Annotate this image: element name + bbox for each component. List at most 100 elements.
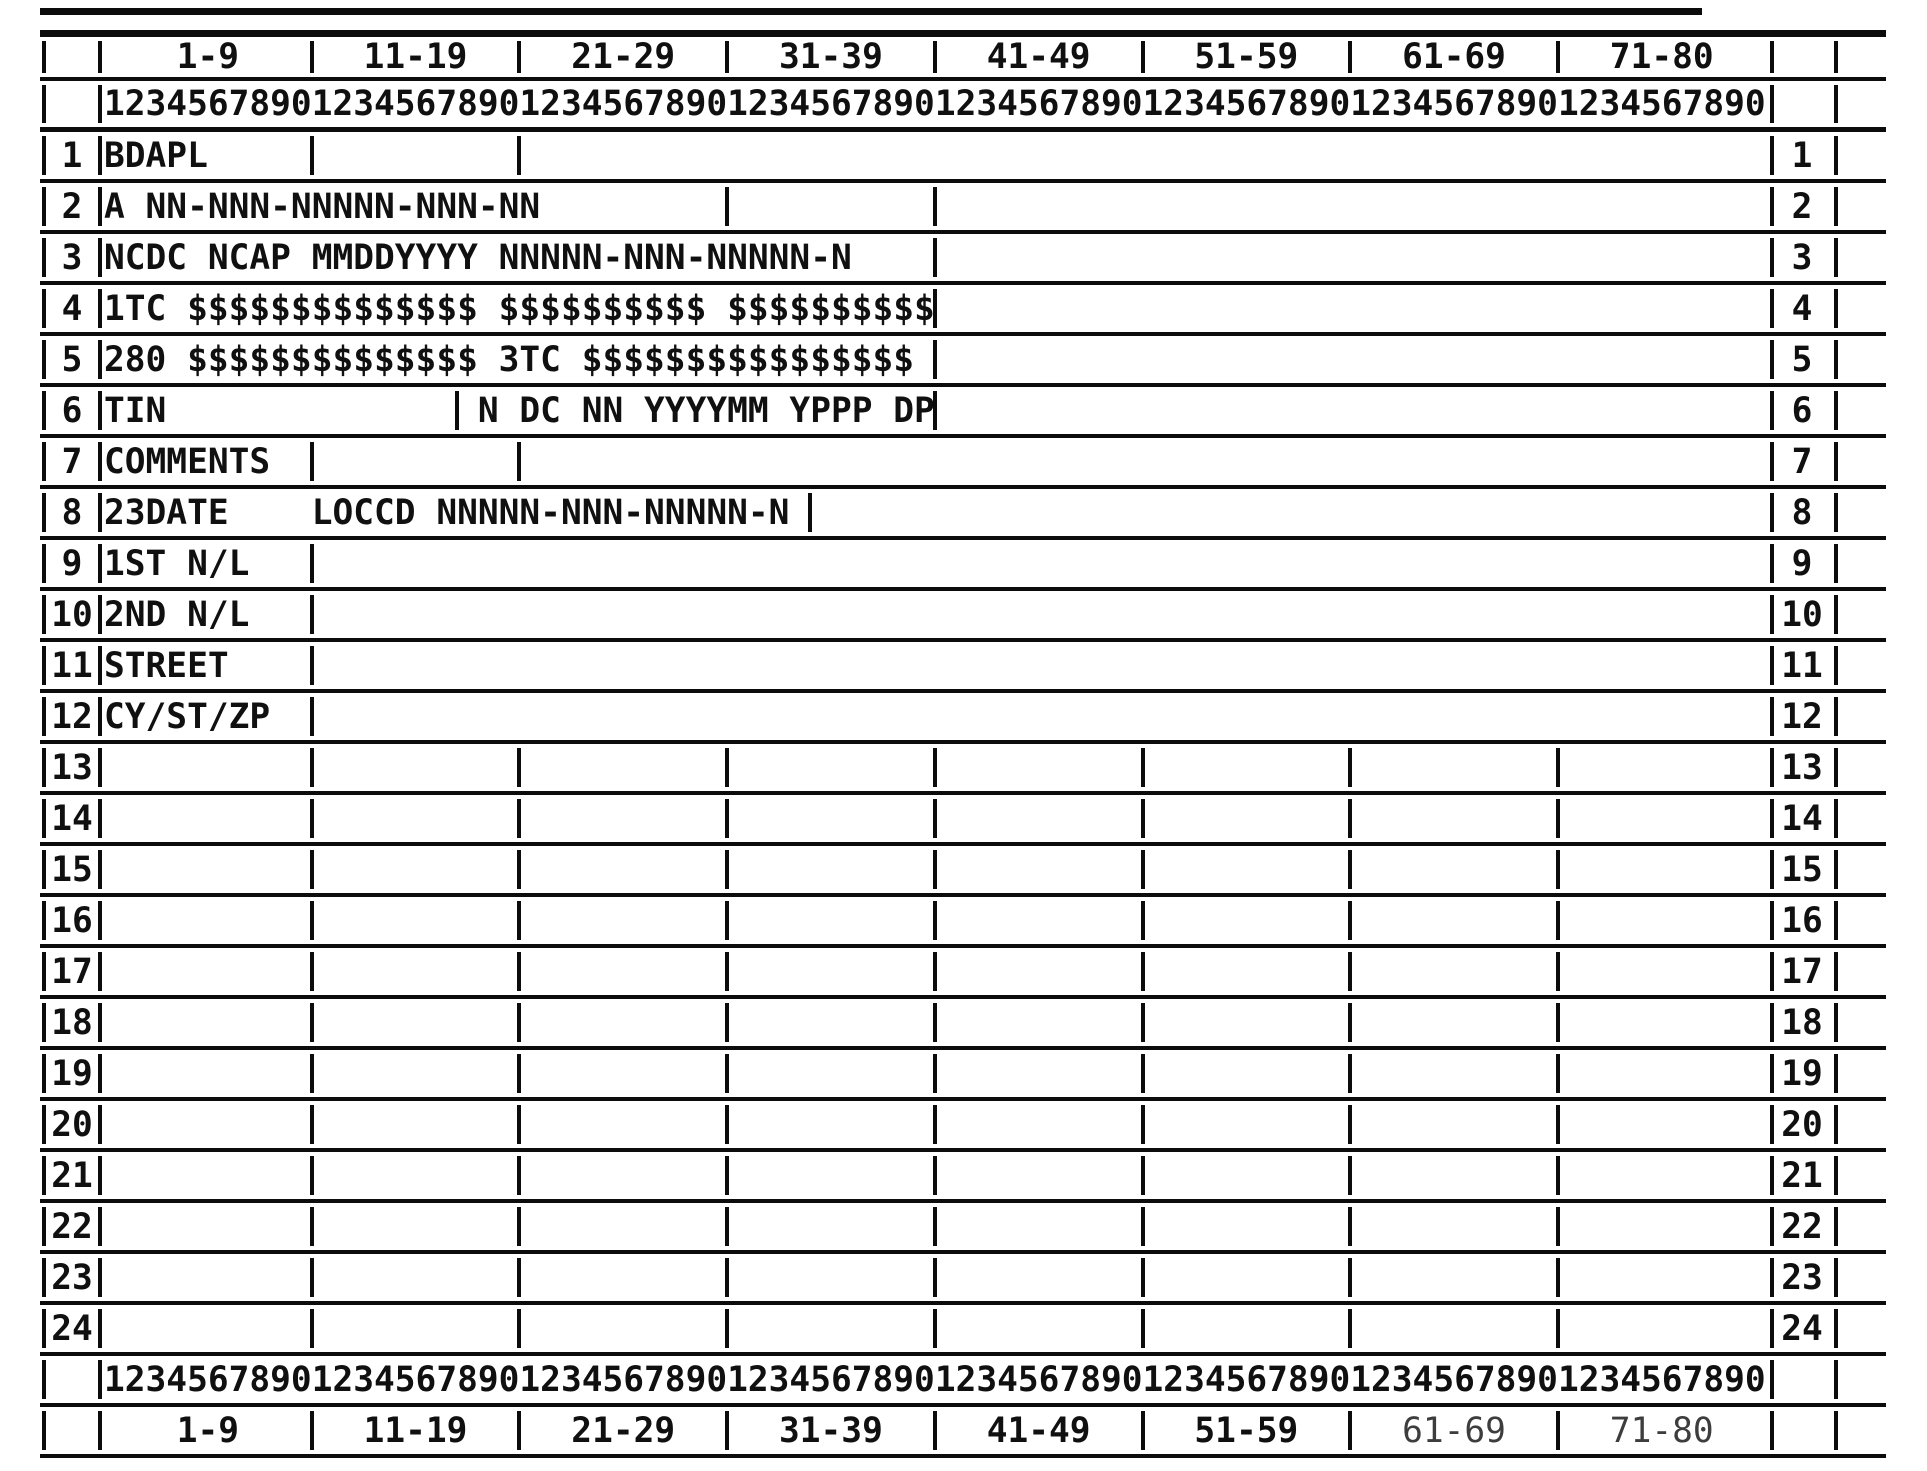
row-right-border	[1834, 799, 1838, 838]
row-number-right: 3	[1791, 237, 1813, 278]
column-separator-tick	[517, 1207, 522, 1246]
row-left-border	[42, 1054, 46, 1093]
row-left-border	[42, 238, 46, 277]
column-separator-tick	[932, 952, 937, 991]
row-field-text: 1TC $$$$$$$$$$$$$$ $$$$$$$$$$ $$$$$$$$$$	[104, 288, 935, 329]
row-number-right-separator	[1770, 1207, 1774, 1246]
column-separator-tick	[932, 1207, 937, 1246]
column-separator-tick	[932, 1258, 937, 1297]
row-field-text: 280 $$$$$$$$$$$$$$ 3TC $$$$$$$$$$$$$$$$	[104, 339, 915, 380]
row-right-border	[1834, 187, 1838, 226]
row-number-left-separator	[98, 544, 102, 583]
column-separator-tick	[725, 850, 730, 889]
row-number-left: 5	[61, 339, 83, 380]
row-right-border	[1834, 850, 1838, 889]
column-separator-tick	[725, 901, 730, 940]
row-number-right-separator	[1770, 697, 1774, 736]
column-separator-tick	[1555, 1309, 1560, 1348]
row-field-text: COMMENTS	[104, 441, 271, 482]
column-separator-tick	[1140, 748, 1145, 787]
grid-row: 6 TIN N DC NN YYYYMM YPPP DP 6	[40, 387, 1886, 438]
column-separator-tick	[1140, 1105, 1145, 1144]
row-number-right-separator	[1770, 1156, 1774, 1195]
column-separator-tick	[309, 1411, 314, 1450]
column-separator-tick	[517, 442, 522, 481]
row-number-right-separator	[1770, 952, 1774, 991]
row-left-border	[42, 1207, 46, 1246]
ruler-left-border	[42, 1360, 46, 1399]
row-number-left-separator	[98, 850, 102, 889]
page-top-rule	[40, 8, 1702, 15]
column-separator-tick	[932, 289, 937, 328]
column-separator-tick	[725, 1207, 730, 1246]
row-number-right: 7	[1791, 441, 1813, 482]
column-range-label: 31-39	[779, 1410, 883, 1451]
grid-row: 2 A NN-NNN-NNNNN-NNN-NN 2	[40, 183, 1886, 234]
row-left-border	[42, 391, 46, 430]
column-separator-tick	[1140, 1258, 1145, 1297]
header-right-border	[1834, 1411, 1838, 1450]
column-separator-tick	[1348, 901, 1353, 940]
row-number-right-separator	[1770, 136, 1774, 175]
column-separator-tick	[1140, 799, 1145, 838]
row-number-left: 24	[51, 1308, 93, 1349]
column-separator-tick	[1140, 1003, 1145, 1042]
row-right-border	[1834, 1207, 1838, 1246]
column-separator-tick	[932, 1105, 937, 1144]
column-separator-tick	[725, 1105, 730, 1144]
column-range-label: 41-49	[986, 1410, 1091, 1451]
row-number-right: 24	[1781, 1308, 1823, 1349]
column-separator-tick	[309, 850, 314, 889]
column-separator-tick	[517, 1258, 522, 1297]
column-separator-tick	[517, 1054, 522, 1093]
row-number-right: 11	[1781, 645, 1823, 686]
row-number-right-separator	[1770, 238, 1774, 277]
column-range-label: 1-9	[176, 37, 239, 77]
row-left-border	[42, 952, 46, 991]
row-number-left: 12	[51, 696, 93, 737]
column-separator-tick	[1555, 748, 1560, 787]
row-left-border	[42, 187, 46, 226]
column-separator-tick	[517, 799, 522, 838]
column-separator-tick	[1555, 799, 1560, 838]
column-separator-tick	[309, 901, 314, 940]
column-separator-tick	[1555, 1411, 1560, 1450]
row-number-left-separator	[98, 1054, 102, 1093]
row-number-right: 16	[1781, 900, 1823, 941]
row-number-right: 4	[1791, 288, 1813, 329]
grid-row: 13 13	[40, 744, 1886, 795]
column-separator-tick	[309, 1309, 314, 1348]
column-separator-tick	[1348, 952, 1353, 991]
ruler-left-border	[42, 85, 46, 123]
column-separator-tick	[517, 901, 522, 940]
row-left-border	[42, 340, 46, 379]
row-left-border	[42, 850, 46, 889]
row-number-left-separator	[98, 901, 102, 940]
row-right-border	[1834, 901, 1838, 940]
row-number-right: 15	[1781, 849, 1823, 890]
column-separator-tick	[1140, 1156, 1145, 1195]
row-right-border	[1834, 697, 1838, 736]
column-separator-tick	[517, 1105, 522, 1144]
grid-row: 9 1ST N/L 9	[40, 540, 1886, 591]
row-number-left: 15	[51, 849, 93, 890]
row-number-left-separator	[98, 1105, 102, 1144]
column-range-label: 41-49	[986, 37, 1091, 77]
row-number-right-separator	[1770, 442, 1774, 481]
column-separator-tick	[808, 493, 813, 532]
grid-row: 12 CY/ST/ZP 12	[40, 693, 1886, 744]
row-number-left: 11	[51, 645, 93, 686]
column-separator-tick	[725, 1156, 730, 1195]
row-number-left: 7	[61, 441, 83, 482]
column-separator-tick	[1348, 1411, 1353, 1450]
row-number-right: 5	[1791, 339, 1813, 380]
column-ruler-digits: 1234567890123456789012345678901234567890…	[104, 1359, 1766, 1400]
row-field-text: 1ST N/L	[104, 543, 250, 584]
grid-row: 7 COMMENTS 7	[40, 438, 1886, 489]
column-separator-tick	[932, 850, 937, 889]
column-separator-tick	[1555, 1156, 1560, 1195]
column-separator-tick	[309, 1003, 314, 1042]
column-separator-tick	[1348, 1207, 1353, 1246]
grid-row: 16 16	[40, 897, 1886, 948]
row-number-right-separator	[1770, 1258, 1774, 1297]
